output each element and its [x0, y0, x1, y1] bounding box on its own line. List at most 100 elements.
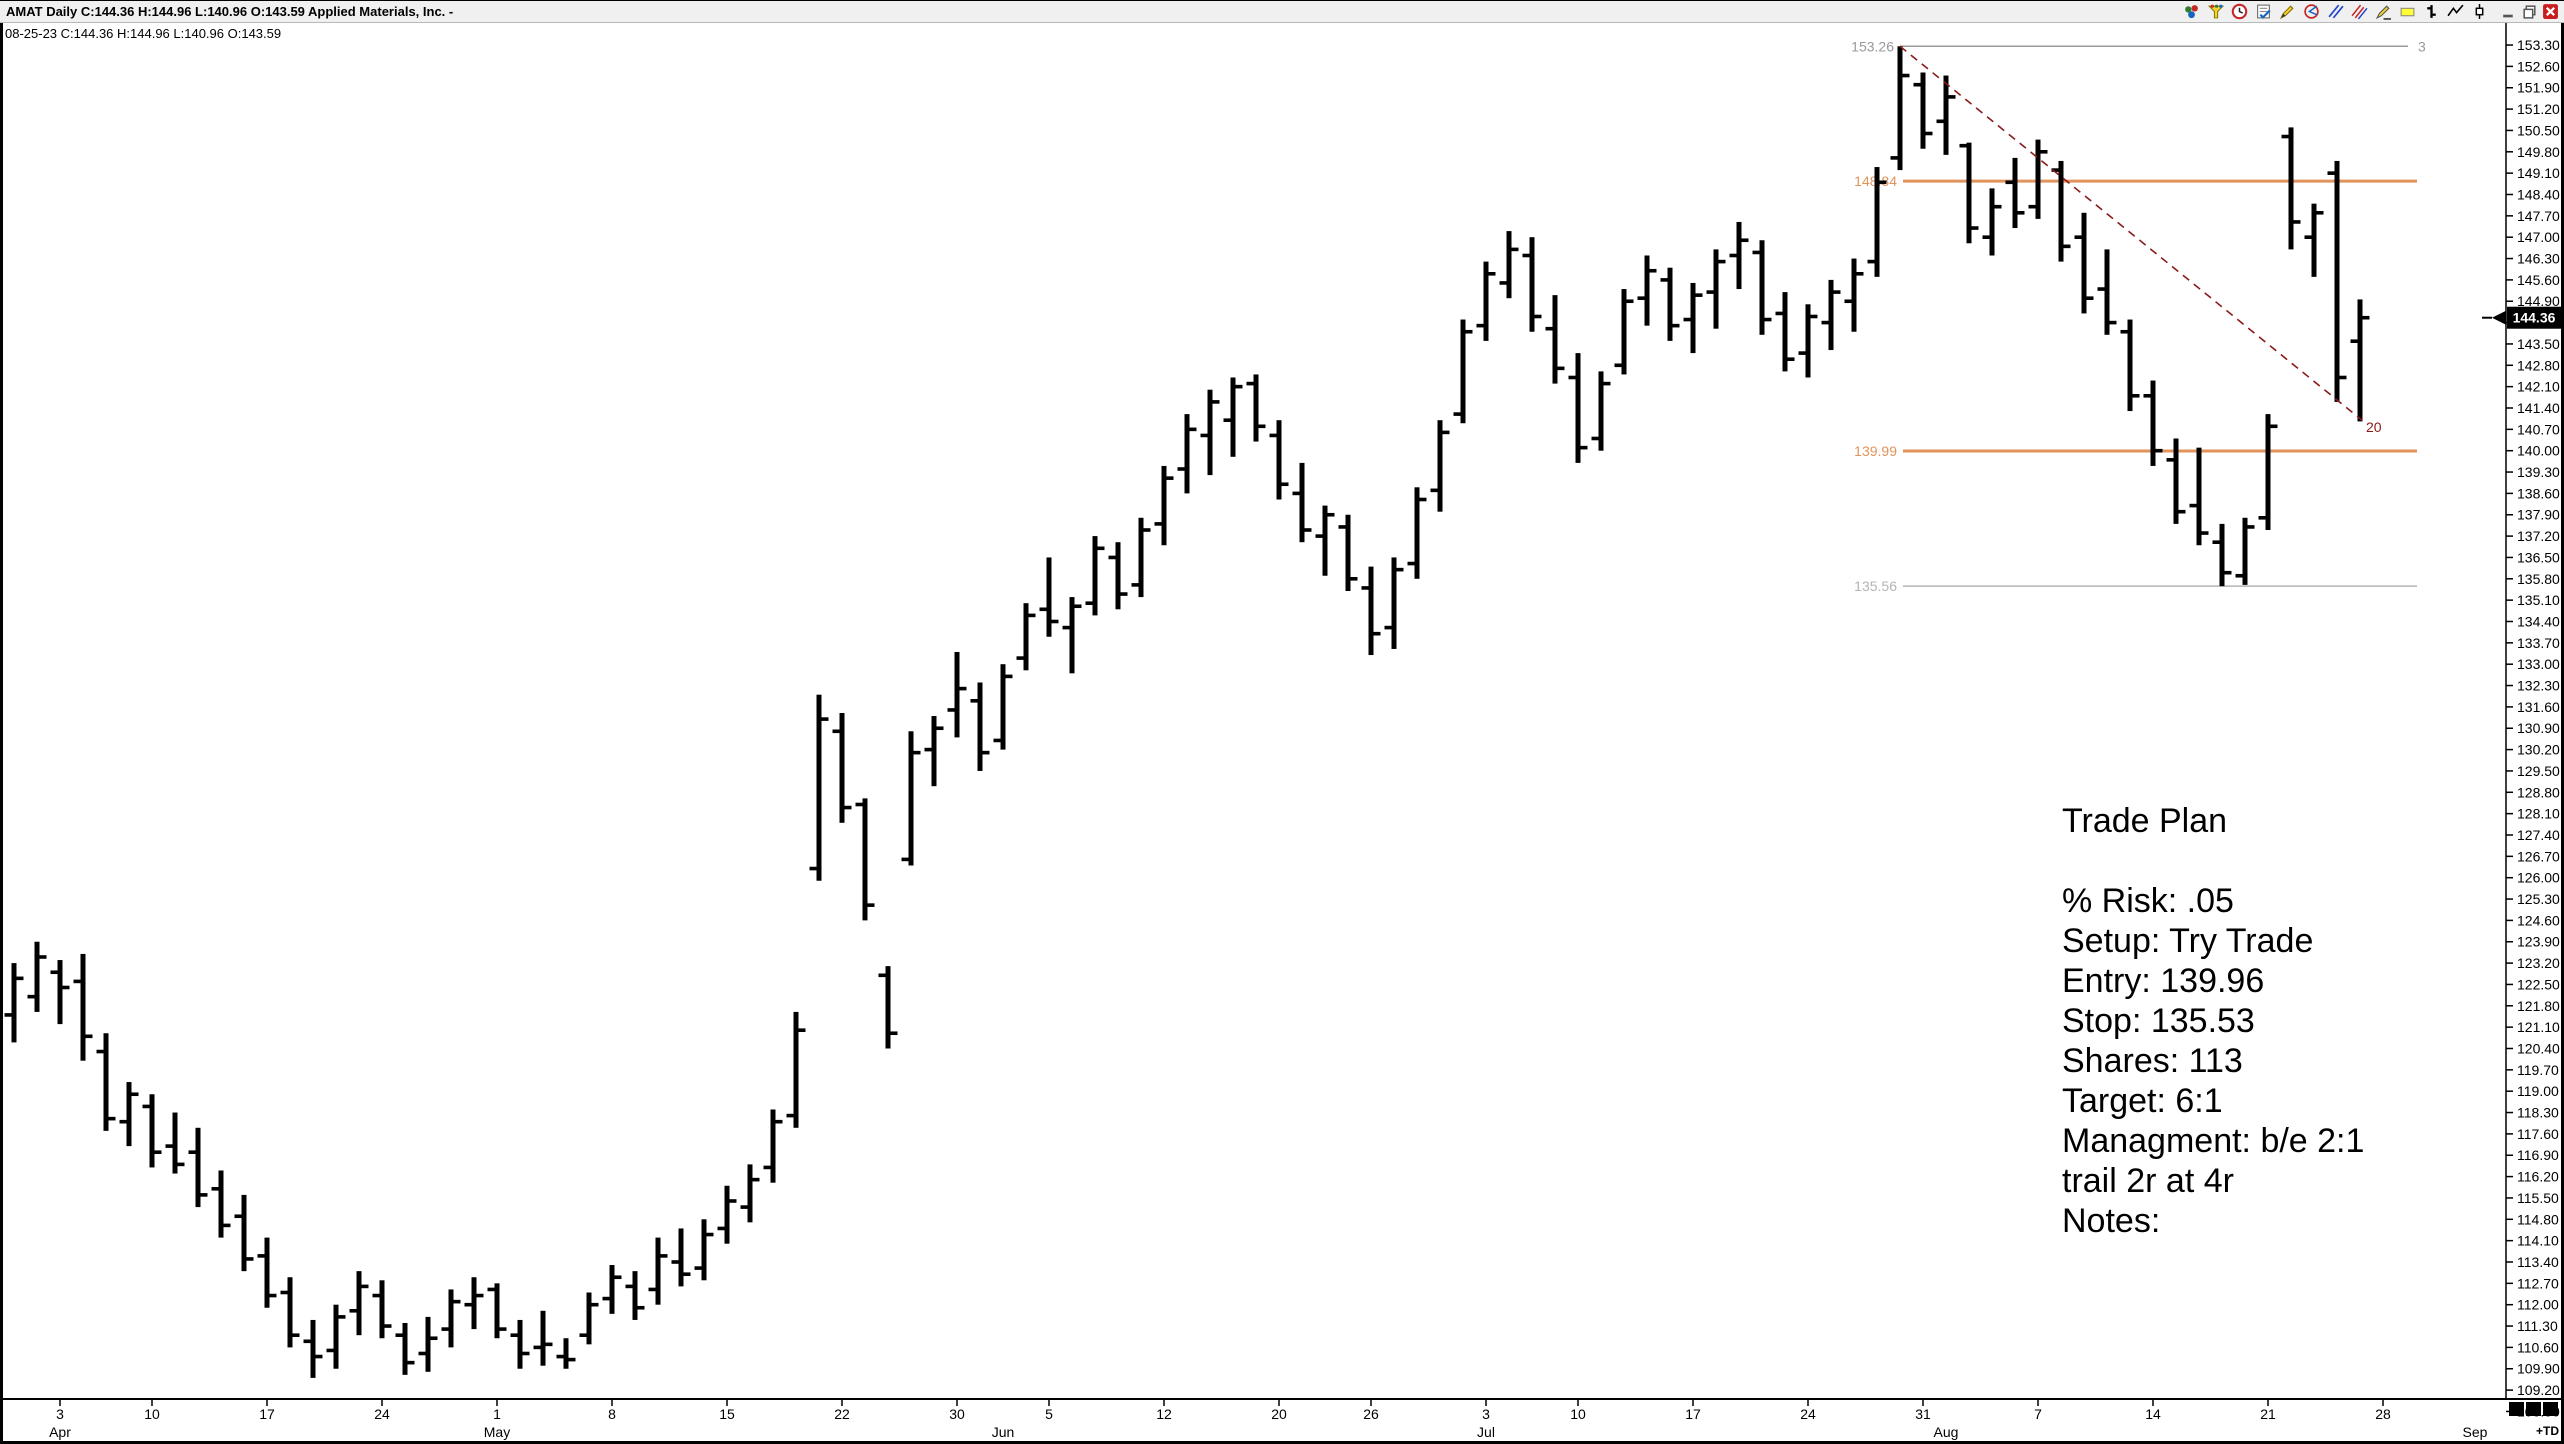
- ohlc-bar[interactable]: [1177, 414, 1197, 494]
- ohlc-bar[interactable]: [2281, 127, 2301, 250]
- ohlc-bar[interactable]: [1568, 353, 1588, 463]
- ohlc-bar[interactable]: [2097, 249, 2117, 335]
- ohlc-bar[interactable]: [556, 1338, 576, 1369]
- ohlc-bar[interactable]: [1108, 542, 1128, 610]
- ohlc-bar[interactable]: [1867, 167, 1887, 277]
- ohlc-bar[interactable]: [142, 1094, 162, 1168]
- ohlc-bar[interactable]: [1269, 420, 1289, 500]
- price-axis[interactable]: 153.30 152.60 151.90 151.20 150.50 149.80 149.…: [2505, 23, 2560, 1419]
- ohlc-bar[interactable]: [763, 1109, 783, 1183]
- bar-style-icon[interactable]: [2423, 3, 2440, 20]
- ohlc-bar[interactable]: [1821, 279, 1841, 351]
- ohlc-bar[interactable]: [2166, 438, 2186, 524]
- ohlc-bar[interactable]: [1729, 221, 1749, 290]
- ohlc-bar[interactable]: [1913, 72, 1933, 149]
- ohlc-bar[interactable]: [418, 1316, 438, 1372]
- ohlc-bar[interactable]: [1959, 142, 1979, 244]
- title-bar[interactable]: AMAT Daily C:144.36 H:144.96 L:140.96 O:…: [0, 1, 2564, 23]
- ohlc-bar[interactable]: [671, 1228, 691, 1287]
- resistance-line[interactable]: 148.84: [1854, 173, 2417, 189]
- ohlc-bar[interactable]: [1246, 374, 1266, 442]
- ohlc-bar[interactable]: [1131, 517, 1151, 598]
- ohlc-bar[interactable]: [533, 1310, 553, 1366]
- ohlc-bar[interactable]: [1775, 292, 1795, 372]
- ohlc-bar[interactable]: [464, 1277, 484, 1330]
- ohlc-bar[interactable]: [1614, 289, 1634, 375]
- ohlc-bar[interactable]: [878, 966, 898, 1049]
- highlight-rect-icon[interactable]: [2399, 3, 2416, 20]
- ohlc-bar[interactable]: [947, 651, 967, 738]
- swing-high-line[interactable]: 153.26 3: [1851, 38, 2426, 54]
- parallel-lines-icon[interactable]: [2327, 3, 2344, 20]
- ohlc-bar[interactable]: [1545, 295, 1565, 384]
- ohlc-bar[interactable]: [1453, 319, 1473, 424]
- ohlc-bar[interactable]: [1752, 240, 1772, 335]
- ohlc-bar[interactable]: [1315, 505, 1335, 576]
- ohlc-bar[interactable]: [809, 694, 829, 881]
- ohlc-bar[interactable]: [1430, 420, 1450, 512]
- ohlc-bar[interactable]: [1200, 389, 1220, 476]
- date-axis[interactable]: 3 10 17 24 1 8 15 22 30 5 12 20 26 3 10 17 24 31 7 14 21 28 Ap…: [0, 1398, 2564, 1440]
- ohlc-bar[interactable]: [119, 1082, 139, 1147]
- close-icon[interactable]: [2542, 3, 2559, 20]
- candle-style-icon[interactable]: [2471, 3, 2488, 20]
- entry-price-line[interactable]: 139.99: [1854, 443, 2417, 459]
- ohlc-bar[interactable]: [2258, 414, 2278, 530]
- ohlc-bar[interactable]: [1039, 557, 1059, 637]
- ohlc-bar[interactable]: [487, 1283, 507, 1339]
- ohlc-bar[interactable]: [1476, 261, 1496, 341]
- ohlc-bar[interactable]: [441, 1289, 461, 1348]
- ohlc-bar[interactable]: [1085, 536, 1105, 616]
- restore-icon[interactable]: [2521, 3, 2538, 20]
- ohlc-bar[interactable]: [96, 1033, 116, 1131]
- ohlc-bar[interactable]: [1522, 237, 1542, 332]
- compass-icon[interactable]: [2303, 3, 2320, 20]
- trade-plan-note[interactable]: Trade Plan % Risk: .05 Setup: Try Trade …: [2062, 802, 2365, 1240]
- ohlc-bar[interactable]: [2051, 160, 2071, 262]
- downtrend-line[interactable]: 20: [1899, 45, 2382, 435]
- td-indicator-label[interactable]: +TD: [2535, 1424, 2559, 1438]
- ohlc-bar[interactable]: [349, 1271, 369, 1336]
- ohlc-bar[interactable]: [970, 682, 990, 771]
- ohlc-bar[interactable]: [1637, 255, 1657, 326]
- ohlc-bar[interactable]: [2189, 447, 2209, 546]
- notes-icon[interactable]: [2255, 3, 2272, 20]
- ohlc-bar[interactable]: [2143, 380, 2163, 466]
- ohlc-bar[interactable]: [1499, 231, 1519, 299]
- ohlc-bar[interactable]: [1982, 188, 2002, 256]
- funnel-icon[interactable]: [2207, 3, 2225, 20]
- ohlc-bar[interactable]: [1844, 258, 1864, 332]
- ohlc-bar[interactable]: [234, 1194, 254, 1272]
- ohlc-bar[interactable]: [1384, 557, 1404, 649]
- ohlc-bar[interactable]: [1062, 597, 1082, 674]
- pencil-icon[interactable]: [2279, 3, 2296, 20]
- ohlc-bar[interactable]: [395, 1322, 415, 1375]
- ohlc-bar[interactable]: [2304, 203, 2324, 277]
- ohlc-bar[interactable]: [625, 1271, 645, 1320]
- ohlc-bar[interactable]: [2005, 157, 2025, 229]
- multi-trendlines-icon[interactable]: [2351, 3, 2368, 20]
- grip-square-icon[interactable]: [2543, 1402, 2558, 1416]
- ohlc-bar[interactable]: [648, 1237, 668, 1305]
- ohlc-bar[interactable]: [1338, 514, 1358, 591]
- ohlc-bar[interactable]: [1292, 462, 1312, 543]
- ohlc-bar[interactable]: [2028, 139, 2048, 219]
- ohlc-bar[interactable]: [27, 941, 47, 1012]
- ohlc-bar[interactable]: [740, 1164, 760, 1223]
- ohlc-bar[interactable]: [1936, 75, 1956, 155]
- ohlc-bar[interactable]: [303, 1319, 323, 1378]
- ohlc-bar[interactable]: [1016, 603, 1036, 671]
- ohlc-bar[interactable]: [257, 1237, 277, 1308]
- ohlc-bar[interactable]: [326, 1304, 346, 1369]
- ohlc-bar[interactable]: [372, 1280, 392, 1339]
- ohlc-bar[interactable]: [2235, 517, 2255, 585]
- grip-square-icon[interactable]: [2526, 1402, 2541, 1416]
- ohlc-bar[interactable]: [2212, 523, 2232, 587]
- ohlc-bar[interactable]: [832, 712, 852, 823]
- ohlc-bar[interactable]: [1660, 267, 1680, 341]
- clock-icon[interactable]: [2231, 3, 2248, 20]
- ohlc-bar[interactable]: [901, 731, 921, 866]
- ohlc-bar[interactable]: [2350, 299, 2370, 422]
- ohlc-bar[interactable]: [602, 1265, 622, 1314]
